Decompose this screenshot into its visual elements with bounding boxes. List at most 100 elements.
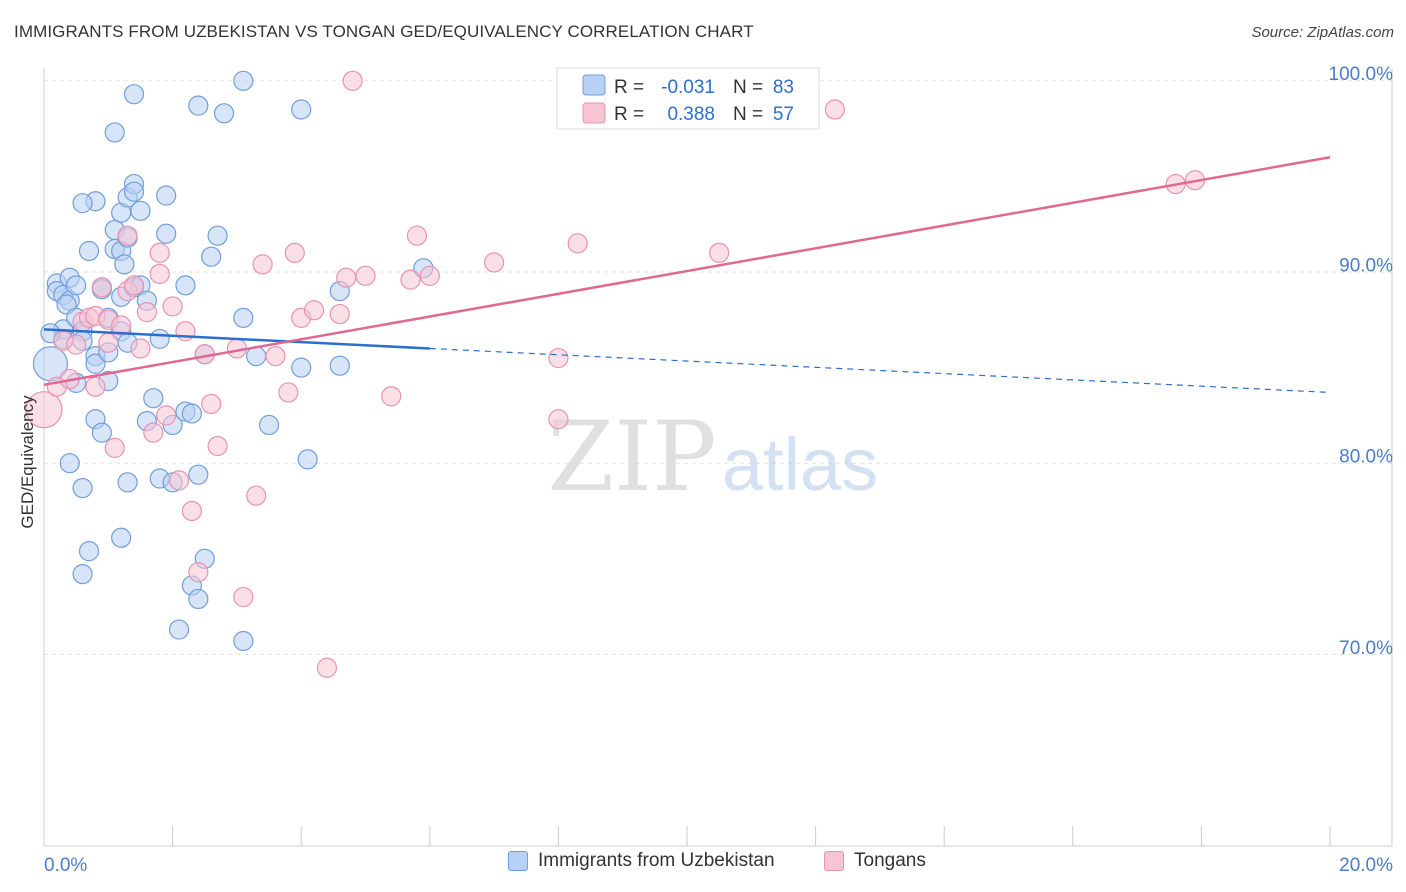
data-point-uzbekistan	[291, 357, 312, 378]
data-point-tongans	[156, 405, 177, 426]
data-point-tongans	[207, 435, 228, 457]
data-point-tongans	[355, 265, 376, 286]
legend-bottom: Immigrants from Uzbekistan Tongans	[0, 850, 1406, 880]
data-point-uzbekistan	[85, 353, 106, 374]
data-point-tongans	[98, 332, 119, 353]
data-point-tongans	[162, 296, 183, 317]
series-tongans-points	[25, 70, 1206, 678]
data-point-tongans	[316, 657, 338, 678]
legend-swatch-tongans	[824, 851, 844, 871]
data-point-uzbekistan	[111, 527, 132, 548]
y-tick-label: 100.0%	[1329, 64, 1394, 85]
y-axis-label: GED/Equivalency	[18, 395, 37, 529]
data-point-uzbekistan	[72, 193, 93, 214]
data-point-tongans	[117, 225, 138, 246]
data-point-uzbekistan	[104, 122, 125, 143]
legend-n-value-pink: 57	[773, 104, 794, 125]
data-point-tongans	[246, 485, 267, 506]
data-point-uzbekistan	[78, 541, 100, 562]
legend-n-label-pink: N =	[733, 104, 763, 125]
data-point-uzbekistan	[297, 449, 318, 470]
data-point-uzbekistan	[143, 388, 164, 409]
data-point-tongans	[111, 315, 132, 336]
data-point-tongans	[149, 263, 170, 285]
data-point-uzbekistan	[117, 472, 138, 493]
data-point-uzbekistan	[188, 588, 209, 610]
data-point-tongans	[85, 376, 106, 397]
data-point-tongans	[143, 422, 164, 443]
data-point-uzbekistan	[72, 563, 93, 585]
watermark: ZIP atlas	[547, 401, 878, 513]
data-point-uzbekistan	[207, 225, 228, 246]
tick-labels: 70.0% 80.0% 90.0% 100.0% 0.0% 20.0%	[44, 64, 1393, 876]
data-point-uzbekistan	[130, 200, 151, 221]
data-point-tongans	[149, 242, 170, 263]
legend-n-value-blue: 83	[773, 77, 794, 98]
data-point-uzbekistan	[72, 477, 93, 499]
data-point-uzbekistan	[201, 246, 222, 267]
legend-r-label-pink: R =	[614, 104, 644, 125]
data-point-tongans	[824, 99, 845, 120]
data-point-tongans	[342, 70, 363, 91]
y-tick-label: 80.0%	[1339, 447, 1393, 468]
data-point-uzbekistan	[181, 403, 202, 424]
data-point-uzbekistan	[291, 99, 312, 120]
axes	[43, 68, 1393, 847]
data-point-tongans	[168, 470, 190, 491]
trend-line-uzbekistan-extension	[429, 347, 1331, 394]
data-point-uzbekistan	[233, 630, 254, 652]
data-point-uzbekistan	[156, 185, 177, 206]
trend-lines	[43, 156, 1331, 394]
watermark-atlas: atlas	[722, 423, 878, 506]
data-point-uzbekistan	[213, 103, 235, 124]
data-point-tongans	[130, 338, 151, 359]
data-point-tongans	[181, 500, 202, 522]
data-point-uzbekistan	[78, 240, 100, 262]
data-point-uzbekistan	[233, 307, 254, 328]
data-point-uzbekistan	[188, 95, 209, 116]
watermark-zip: ZIP	[547, 401, 716, 513]
legend-label-uzbekistan: Immigrants from Uzbekistan	[538, 850, 775, 871]
data-point-tongans	[406, 225, 428, 246]
legend-r-label-blue: R =	[614, 77, 644, 98]
data-point-tongans	[188, 562, 209, 583]
data-point-uzbekistan	[91, 422, 112, 443]
legend-top: R = -0.031 N = 83 R = 0.388 N = 57	[556, 67, 820, 130]
legend-item-tongans[interactable]: Tongans	[824, 850, 926, 872]
data-point-tongans	[548, 409, 569, 430]
x-tick-label: 0.0%	[44, 855, 87, 876]
data-point-uzbekistan	[168, 619, 190, 640]
legend-item-uzbekistan[interactable]: Immigrants from Uzbekistan	[508, 850, 775, 872]
legend-swatch-uzbekistan	[508, 851, 528, 871]
trend-line-tongans	[43, 156, 1331, 387]
data-point-uzbekistan	[114, 254, 135, 275]
legend-n-label-blue: N =	[733, 77, 763, 98]
data-point-tongans	[381, 386, 402, 407]
data-point-uzbekistan	[123, 84, 145, 105]
data-point-uzbekistan	[188, 464, 209, 485]
trend-line-uzbekistan	[43, 328, 430, 350]
grid-lines	[44, 80, 1392, 655]
data-point-tongans	[25, 391, 63, 429]
data-point-tongans	[123, 275, 145, 296]
series-uzbekistan-points	[32, 70, 434, 652]
data-point-tongans	[66, 334, 87, 355]
data-point-tongans	[91, 277, 112, 298]
legend-swatch-pink	[582, 102, 606, 124]
data-point-tongans	[484, 252, 505, 273]
data-point-uzbekistan	[149, 328, 170, 350]
legend-r-value-blue: -0.031	[661, 77, 715, 98]
data-point-uzbekistan	[233, 70, 254, 91]
data-point-tongans	[329, 303, 350, 325]
data-point-uzbekistan	[123, 181, 145, 202]
legend-label-tongans: Tongans	[854, 850, 926, 871]
data-point-uzbekistan	[66, 275, 87, 296]
data-point-tongans	[336, 267, 357, 288]
legend-swatch-blue	[582, 74, 606, 96]
source-label: Source: ZipAtlas.com	[1251, 24, 1394, 41]
data-point-tongans	[303, 300, 325, 321]
data-point-tongans	[284, 242, 305, 263]
data-point-tongans	[278, 382, 299, 403]
data-point-uzbekistan	[156, 223, 177, 244]
